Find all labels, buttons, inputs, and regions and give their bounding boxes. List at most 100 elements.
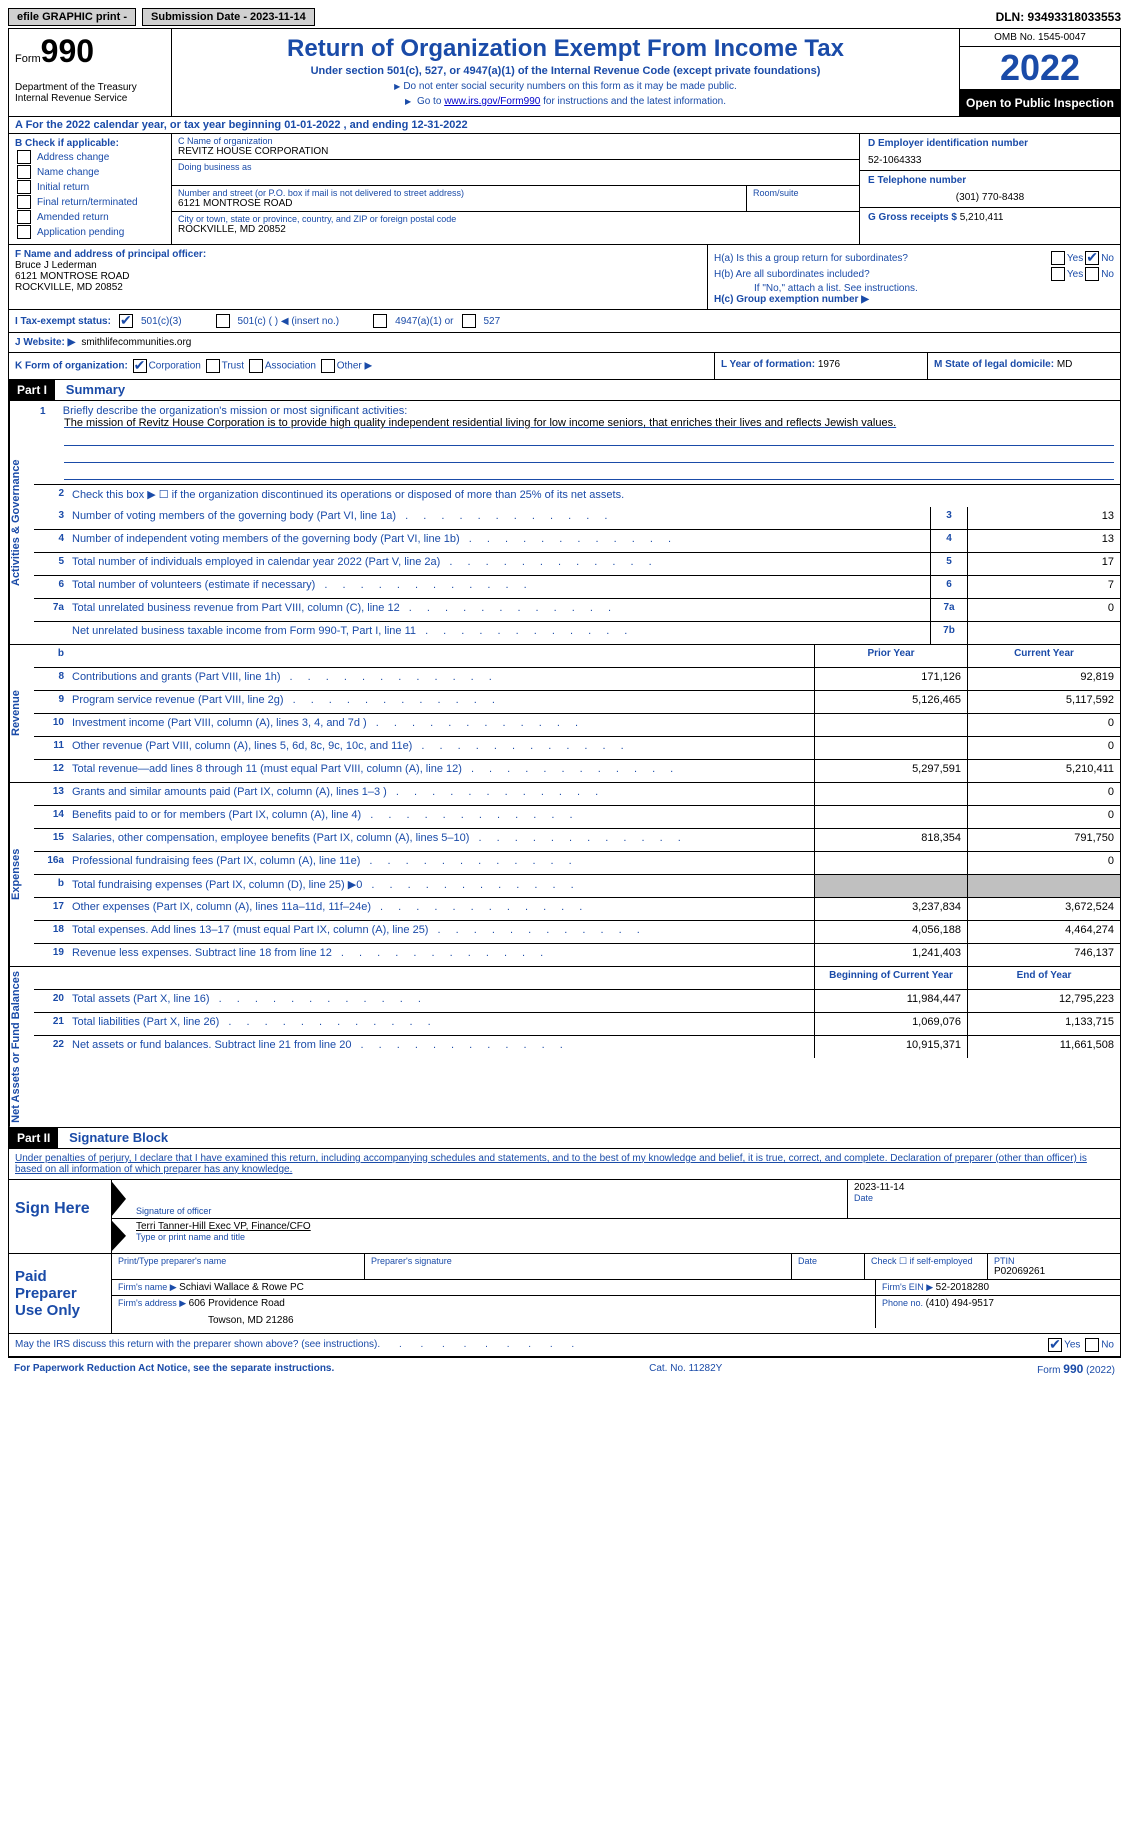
- summary-line: 12Total revenue—add lines 8 through 11 (…: [34, 760, 1120, 782]
- section-bcd: B Check if applicable: Address change Na…: [9, 134, 1120, 245]
- form-title-block: Return of Organization Exempt From Incom…: [172, 29, 959, 116]
- website: smithlifecommunities.org: [81, 337, 191, 348]
- summary-line: 3Number of voting members of the governi…: [34, 507, 1120, 530]
- gross-receipts: 5,210,411: [960, 212, 1004, 223]
- ha-question: H(a) Is this a group return for subordin…: [714, 253, 1049, 264]
- chk-other[interactable]: [321, 359, 335, 373]
- summary-line: 20Total assets (Part X, line 16)11,984,4…: [34, 990, 1120, 1013]
- sign-here-label: Sign Here: [9, 1180, 111, 1253]
- preparer-block: Paid Preparer Use Only Print/Type prepar…: [9, 1254, 1120, 1334]
- chk-address-change[interactable]: [17, 150, 31, 164]
- section-c: C Name of organization REVITZ HOUSE CORP…: [172, 134, 859, 244]
- hb-question: H(b) Are all subordinates included?: [714, 269, 1049, 280]
- dba-label: Doing business as: [178, 162, 853, 172]
- form-ref: Form 990 (2022): [1037, 1362, 1115, 1376]
- chk-discuss-yes[interactable]: [1048, 1338, 1062, 1352]
- chk-4947[interactable]: [373, 314, 387, 328]
- chk-501c[interactable]: [216, 314, 230, 328]
- summary-line: 16aProfessional fundraising fees (Part I…: [34, 852, 1120, 875]
- tab-expenses: Expenses: [9, 783, 34, 966]
- chk-discuss-no[interactable]: [1085, 1338, 1099, 1352]
- part2-header: Part II Signature Block: [9, 1128, 1120, 1149]
- chk-app-pending[interactable]: [17, 225, 31, 239]
- mission-block: 1 Briefly describe the organization's mi…: [34, 401, 1120, 485]
- hb-note: If "No," attach a list. See instructions…: [714, 283, 1114, 294]
- chk-trust[interactable]: [206, 359, 220, 373]
- omb-number: OMB No. 1545-0047: [960, 29, 1120, 47]
- section-fh: F Name and address of principal officer:…: [9, 245, 1120, 310]
- public-inspection: Open to Public Inspection: [960, 90, 1120, 116]
- summary-line: 8Contributions and grants (Part VIII, li…: [34, 668, 1120, 691]
- ssn-note: Do not enter social security numbers on …: [178, 81, 953, 92]
- addr-label: Number and street (or P.O. box if mail i…: [178, 188, 740, 198]
- summary-line: 22Net assets or fund balances. Subtract …: [34, 1036, 1120, 1058]
- form-container: Form990 Department of the Treasury Inter…: [8, 28, 1121, 1358]
- officer-signed-name: Terri Tanner-Hill Exec VP, Finance/CFO: [136, 1221, 1114, 1232]
- website-note: Go to www.irs.gov/Form990 for instructio…: [178, 96, 953, 107]
- room-label: Room/suite: [753, 188, 853, 198]
- chk-hb-no[interactable]: [1085, 267, 1099, 281]
- revenue-section: Revenue b Prior Year Current Year 8Contr…: [9, 645, 1120, 783]
- summary-line: 9Program service revenue (Part VIII, lin…: [34, 691, 1120, 714]
- summary-line: 6Total number of volunteers (estimate if…: [34, 576, 1120, 599]
- section-h: H(a) Is this a group return for subordin…: [708, 245, 1120, 309]
- firm-name: Schiavi Wallace & Rowe PC: [179, 1282, 304, 1293]
- ptin: P02069261: [994, 1266, 1114, 1277]
- chk-corp[interactable]: [133, 359, 147, 373]
- activities-section: Activities & Governance 1 Briefly descri…: [9, 401, 1120, 645]
- street-address: 6121 MONTROSE ROAD: [178, 198, 740, 209]
- chk-hb-yes[interactable]: [1051, 267, 1065, 281]
- dept-label: Department of the Treasury Internal Reve…: [15, 82, 165, 104]
- chk-527[interactable]: [462, 314, 476, 328]
- cat-number: Cat. No. 11282Y: [649, 1363, 722, 1374]
- state-domicile: MD: [1057, 359, 1073, 370]
- summary-line: 10Investment income (Part VIII, column (…: [34, 714, 1120, 737]
- tab-netassets: Net Assets or Fund Balances: [9, 967, 34, 1127]
- chk-final-return[interactable]: [17, 195, 31, 209]
- firm-addr2: Towson, MD 21286: [208, 1315, 869, 1326]
- summary-line: 11Other revenue (Part VIII, column (A), …: [34, 737, 1120, 760]
- netassets-section: Net Assets or Fund Balances Beginning of…: [9, 967, 1120, 1128]
- irs-link[interactable]: www.irs.gov/Form990: [444, 96, 540, 107]
- officer-label: F Name and address of principal officer:: [15, 249, 701, 260]
- firm-phone: (410) 494-9517: [926, 1298, 994, 1309]
- summary-line: 17Other expenses (Part IX, column (A), l…: [34, 898, 1120, 921]
- efile-button[interactable]: efile GRAPHIC print -: [8, 8, 136, 26]
- form-year-block: OMB No. 1545-0047 2022 Open to Public In…: [959, 29, 1120, 116]
- gross-label: G Gross receipts $: [868, 212, 957, 223]
- tax-year: 2022: [960, 47, 1120, 90]
- preparer-label: Paid Preparer Use Only: [9, 1254, 111, 1333]
- summary-line: 5Total number of individuals employed in…: [34, 553, 1120, 576]
- chk-name-change[interactable]: [17, 165, 31, 179]
- section-b: B Check if applicable: Address change Na…: [9, 134, 172, 244]
- officer-name: Bruce J Lederman: [15, 260, 701, 271]
- ein: 52-1064333: [868, 155, 1112, 166]
- chk-501c3[interactable]: [119, 314, 133, 328]
- chk-ha-no[interactable]: [1085, 251, 1099, 265]
- summary-line: 4Number of independent voting members of…: [34, 530, 1120, 553]
- chk-ha-yes[interactable]: [1051, 251, 1065, 265]
- hc-label: H(c) Group exemption number ▶: [714, 294, 1114, 305]
- chk-amended[interactable]: [17, 210, 31, 224]
- ein-label: D Employer identification number: [868, 138, 1112, 149]
- arrow-icon: [112, 1182, 126, 1216]
- summary-line: 7aTotal unrelated business revenue from …: [34, 599, 1120, 622]
- chk-initial-return[interactable]: [17, 180, 31, 194]
- row-a-period: A For the 2022 calendar year, or tax yea…: [9, 117, 1120, 134]
- form-number: 990: [41, 33, 94, 69]
- section-f: F Name and address of principal officer:…: [9, 245, 708, 309]
- firm-addr1: 606 Providence Road: [189, 1298, 285, 1309]
- summary-line: 19Revenue less expenses. Subtract line 1…: [34, 944, 1120, 966]
- summary-line: bTotal fundraising expenses (Part IX, co…: [34, 875, 1120, 898]
- city-state-zip: ROCKVILLE, MD 20852: [178, 224, 853, 235]
- arrow-icon: [112, 1221, 126, 1251]
- form-header: Form990 Department of the Treasury Inter…: [9, 29, 1120, 117]
- submission-date: Submission Date - 2023-11-14: [142, 8, 315, 26]
- officer-addr2: ROCKVILLE, MD 20852: [15, 282, 701, 293]
- row-j: J Website: ▶ smithlifecommunities.org: [9, 333, 1120, 353]
- dln: DLN: 93493318033553: [996, 10, 1121, 24]
- chk-assoc[interactable]: [249, 359, 263, 373]
- org-name: REVITZ HOUSE CORPORATION: [178, 146, 853, 157]
- declaration: Under penalties of perjury, I declare th…: [9, 1149, 1120, 1180]
- top-bar: efile GRAPHIC print - Submission Date - …: [8, 8, 1121, 26]
